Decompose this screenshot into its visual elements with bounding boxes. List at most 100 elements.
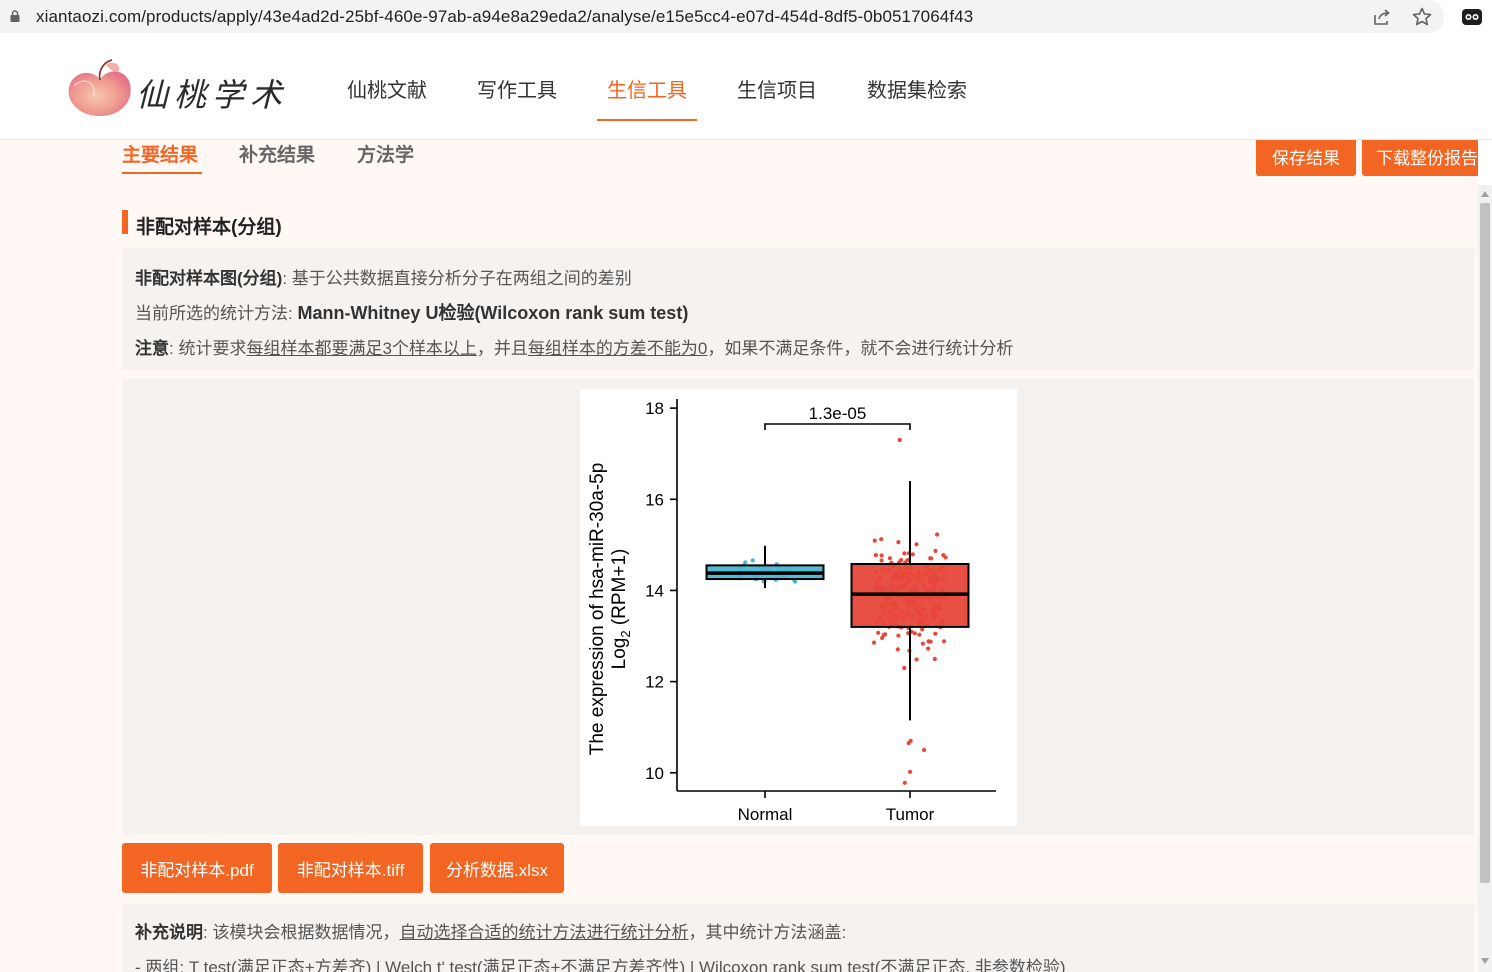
supplement-label: 补充说明 [135,923,203,942]
data-point [943,555,948,560]
page-scrollbar[interactable] [1478,185,1492,972]
note-requirement-samples: 每组样本都要满足3个样本以上 [246,339,477,358]
download-report-button[interactable]: 下载整份报告 [1362,140,1478,176]
supplement-text-2: ，其中统计方法涵盖: [688,923,847,942]
p-value-label: 1.3e-05 [809,404,867,423]
x-ticks-layer: Normal Tumor [738,791,935,824]
data-point [932,656,937,662]
y-axis-label-line1: The expression of hsa-miR-30a-5p [587,463,608,756]
bookmark-star-icon[interactable] [1411,6,1433,28]
supplement-line-2: - 两组: T test(满足正态+方差齐) | Welch t' test(满… [135,958,1066,972]
data-point [879,553,884,558]
method-prefix: 当前所选的统计方法: [135,304,298,323]
y-axis-label-unit: (RPM+1) [609,549,630,631]
site-header: 仙桃学术 仙桃文献 写作工具 生信工具 生信项目 数据集检索 [0,36,1492,140]
url-text[interactable]: xiantaozi.com/products/apply/43e4ad2d-25… [36,7,974,26]
outlier-point [908,769,913,774]
data-point [887,556,892,561]
y-axis-label-log: Log [609,638,630,670]
y-tick-label: 10 [645,764,664,783]
x-tick-label: Tumor [886,805,935,824]
data-point [928,556,933,561]
data-point [933,631,938,636]
y-ticks-layer: 10 12 14 16 18 [645,399,677,783]
outlier-point [902,780,907,785]
description-line: 非配对样本图(分组): 基于公共数据直接分析分子在两组之间的差别 [135,264,632,289]
page-content: 主要结果 补充结果 方法学 保存结果 下载整份报告 非配对样本(分组) 非配对样… [0,140,1478,972]
share-icon[interactable] [1372,7,1392,27]
data-point [895,647,900,652]
section-title: 非配对样本(分组) [136,217,282,238]
data-point [743,560,748,565]
supplement-text-1: : 该模块会根据数据情况， [203,923,400,942]
data-point [933,548,938,553]
description-text: : 基于公共数据直接分析分子在两组之间的差别 [282,269,632,288]
download-pdf-button[interactable]: 非配对样本.pdf [122,843,272,893]
data-point [935,532,940,537]
note-text-2: ，并且 [476,339,528,358]
y-tick-label: 18 [645,399,664,418]
analysis-info-box: 非配对样本图(分组): 基于公共数据直接分析分子在两组之间的差别 当前所选的统计… [122,248,1474,370]
nav-item-literature[interactable]: 仙桃文献 [347,80,427,102]
data-point [872,538,877,543]
data-point [926,646,931,651]
y-axis-label-line2: Log2 (RPM+1) [609,549,633,670]
section-marker [122,210,128,234]
boxplot-chart: 10 12 14 16 18 Normal Tumor 1.3e-05 The expre… [580,389,1017,826]
download-tiff-button[interactable]: 非配对样本.tiff [278,843,423,893]
data-point [902,551,907,556]
outlier-point [908,738,913,743]
note-line: 注意: 统计要求每组样本都要满足3个样本以上，并且每组样本的方差不能为0，如果不… [135,334,1013,359]
data-point [920,627,925,632]
data-point [914,657,919,662]
chart-area: 10 12 14 16 18 Normal Tumor 1.3e-05 The expre… [122,379,1474,835]
browser-address-bar: xiantaozi.com/products/apply/43e4ad2d-25… [0,0,1492,36]
data-point [873,553,878,558]
tab-methodology[interactable]: 方法学 [357,145,415,166]
data-point [920,641,925,646]
logo-text: 仙桃学术 [136,76,289,114]
extension-icon[interactable] [1461,7,1483,27]
data-point [881,632,886,638]
data-point [902,665,907,671]
method-line: 当前所选的统计方法: Mann-Whitney U检验(Wilcoxon ran… [135,299,688,325]
nav-item-dataset-search[interactable]: 数据集检索 [867,80,967,102]
y-tick-label: 14 [645,581,664,600]
scroll-down-arrow-icon[interactable] [1481,958,1489,964]
site-logo[interactable]: 仙桃学术 [60,56,290,122]
outlier-point [897,437,902,443]
tab-active-indicator [122,172,202,174]
data-point [871,640,877,645]
tab-main-results[interactable]: 主要结果 [122,145,199,166]
nav-item-writing-tools[interactable]: 写作工具 [477,80,557,102]
scroll-up-arrow-icon[interactable] [1481,191,1489,197]
data-point [912,631,917,636]
download-xlsx-button[interactable]: 分析数据.xlsx [430,843,564,893]
note-text-1: : 统计要求 [169,339,247,358]
boxplot-svg: 10 12 14 16 18 Normal Tumor 1.3e-05 The expre… [587,399,996,824]
data-point [941,639,947,644]
description-label: 非配对样本图(分组) [135,269,283,288]
scrollbar-thumb[interactable] [1480,203,1490,883]
outlier-point [922,747,927,753]
tab-supplementary-results[interactable]: 补充结果 [239,145,316,166]
bracket-line [764,423,911,430]
lock-icon [10,10,20,22]
data-point [879,537,884,542]
supplement-auto-method: 自动选择合适的统计方法进行统计分析 [399,923,689,942]
data-point [928,639,933,644]
nav-item-bioinfo-projects[interactable]: 生信项目 [737,80,817,102]
url-field[interactable]: xiantaozi.com/products/apply/43e4ad2d-25… [0,0,1444,33]
nav-item-bioinfo-tools[interactable]: 生信工具 [607,80,687,102]
data-point [896,633,901,638]
significance-bracket: 1.3e-05 [764,404,911,430]
data-point [910,552,915,557]
y-tick-label: 16 [645,490,664,509]
save-results-button[interactable]: 保存结果 [1256,140,1356,176]
note-label: 注意 [135,339,169,358]
supplement-info-box: 补充说明: 该模块会根据数据情况，自动选择合适的统计方法进行统计分析，其中统计方… [122,904,1474,972]
data-point [896,540,901,545]
data-point [750,558,755,563]
supplement-line-1: 补充说明: 该模块会根据数据情况，自动选择合适的统计方法进行统计分析，其中统计方… [135,918,846,943]
method-value: Mann-Whitney U检验(Wilcoxon rank sum test) [297,303,689,323]
